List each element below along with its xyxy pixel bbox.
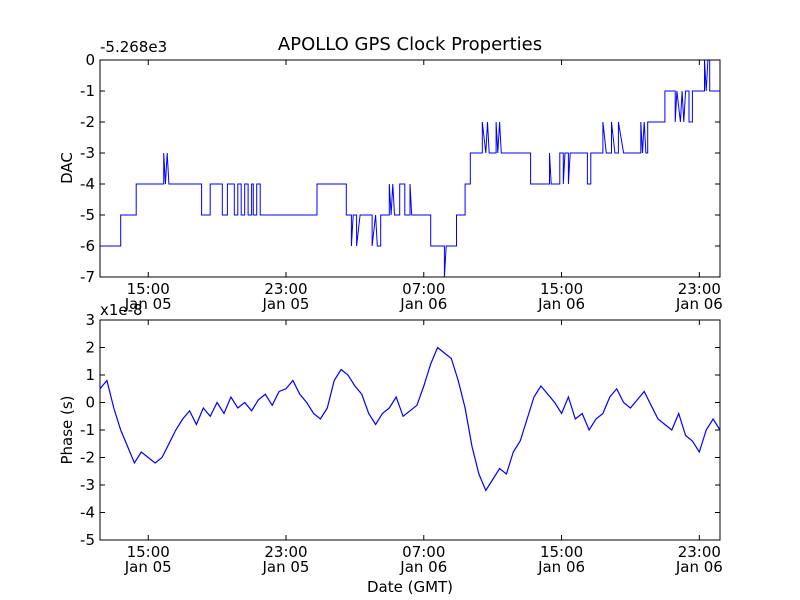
x-tick-label-date: Jan 05 <box>262 558 310 576</box>
phase-y-axis-label: Phase (s) <box>58 395 76 464</box>
y-tick-label: 1 <box>85 366 95 384</box>
x-tick-label-time: 15:00 <box>127 280 170 298</box>
y-tick-label: -1 <box>80 82 95 100</box>
x-axis-label: Date (GMT) <box>367 578 453 596</box>
y-tick-label: -3 <box>80 144 95 162</box>
x-tick-label-date: Jan 06 <box>675 295 723 313</box>
y-tick-label: -5 <box>80 531 95 549</box>
x-tick-label-date: Jan 05 <box>124 295 172 313</box>
x-tick-label-date: Jan 06 <box>537 295 585 313</box>
x-tick-label-time: 23:00 <box>264 280 307 298</box>
x-tick-label-time: 15:00 <box>127 543 170 561</box>
y-tick-label: -7 <box>80 268 95 286</box>
chart-title: APOLLO GPS Clock Properties <box>278 34 542 55</box>
y-tick-label: -2 <box>80 113 95 131</box>
x-tick-label-time: 23:00 <box>678 280 721 298</box>
x-tick-label-date: Jan 06 <box>399 558 447 576</box>
x-tick-label-time: 15:00 <box>540 543 583 561</box>
x-tick-label-time: 07:00 <box>402 543 445 561</box>
x-tick-label-date: Jan 06 <box>399 295 447 313</box>
x-tick-label-time: 15:00 <box>540 280 583 298</box>
y-tick-label: 2 <box>85 339 95 357</box>
dac-offset-label: -5.268e3 <box>100 38 167 56</box>
y-tick-label: -4 <box>80 504 95 522</box>
x-tick-label-time: 23:00 <box>264 543 307 561</box>
y-tick-label: 0 <box>85 394 95 412</box>
x-tick-label-date: Jan 06 <box>675 558 723 576</box>
x-tick-label-time: 07:00 <box>402 280 445 298</box>
y-tick-label: -4 <box>80 175 95 193</box>
phase-series-line <box>99 346 721 492</box>
y-tick-label: 3 <box>85 311 95 329</box>
y-tick-label: -5 <box>80 206 95 224</box>
x-tick-label-date: Jan 05 <box>262 295 310 313</box>
y-tick-label: -2 <box>80 449 95 467</box>
y-tick-label: -3 <box>80 476 95 494</box>
y-tick-label: 0 <box>85 51 95 69</box>
dac-series-line <box>100 59 720 278</box>
x-tick-label-date: Jan 05 <box>124 558 172 576</box>
x-tick-label-date: Jan 06 <box>537 558 585 576</box>
y-tick-label: -1 <box>80 421 95 439</box>
y-tick-label: -6 <box>80 237 95 255</box>
dac-plot-frame <box>99 59 721 278</box>
dac-y-axis-label: DAC <box>58 152 76 184</box>
phase-plot-frame <box>99 319 721 541</box>
phase-offset-label: x1e-8 <box>100 301 143 319</box>
x-tick-label-time: 23:00 <box>678 543 721 561</box>
